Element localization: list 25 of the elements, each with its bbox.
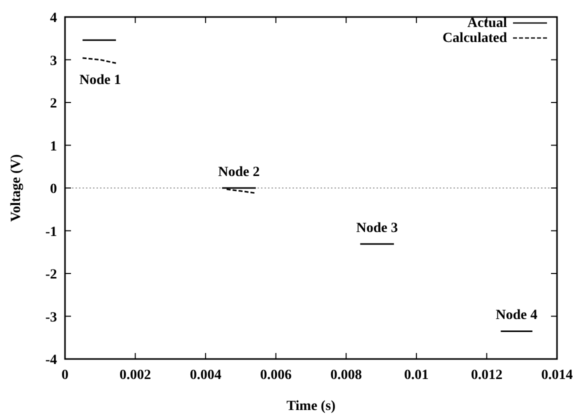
x-axis-title: Time (s) <box>286 399 336 414</box>
y-tick-label: -3 <box>45 310 57 326</box>
y-axis-title: Voltage (V) <box>9 154 24 222</box>
annotation: Node 4 <box>496 308 538 324</box>
x-tick-label: 0.002 <box>120 368 152 383</box>
x-tick-label: 0.006 <box>260 368 292 383</box>
x-tick-label: 0 <box>62 368 68 383</box>
x-tick-label: 0.004 <box>190 368 222 383</box>
x-tick-label: 0.014 <box>541 368 573 383</box>
y-tick-label: -4 <box>45 353 57 368</box>
x-tick-label: 0.008 <box>330 368 362 383</box>
y-tick-label: 1 <box>50 139 57 154</box>
annotation: Node 2 <box>218 165 260 180</box>
x-tick-label: 0.01 <box>404 368 429 383</box>
x-tick-label: 0.012 <box>470 368 502 383</box>
y-tick-label: -2 <box>45 268 57 282</box>
y-tick-label: 2 <box>50 96 57 112</box>
legend-label: Calculated <box>442 31 508 46</box>
y-tick-label: -1 <box>45 224 57 240</box>
legend-label: Actual <box>467 16 508 31</box>
y-tick-label: 4 <box>50 11 57 26</box>
annotation: Node 3 <box>356 221 398 236</box>
annotation: Node 1 <box>79 72 121 88</box>
y-tick-label: 0 <box>50 182 57 197</box>
y-tick-label: 3 <box>50 54 57 69</box>
